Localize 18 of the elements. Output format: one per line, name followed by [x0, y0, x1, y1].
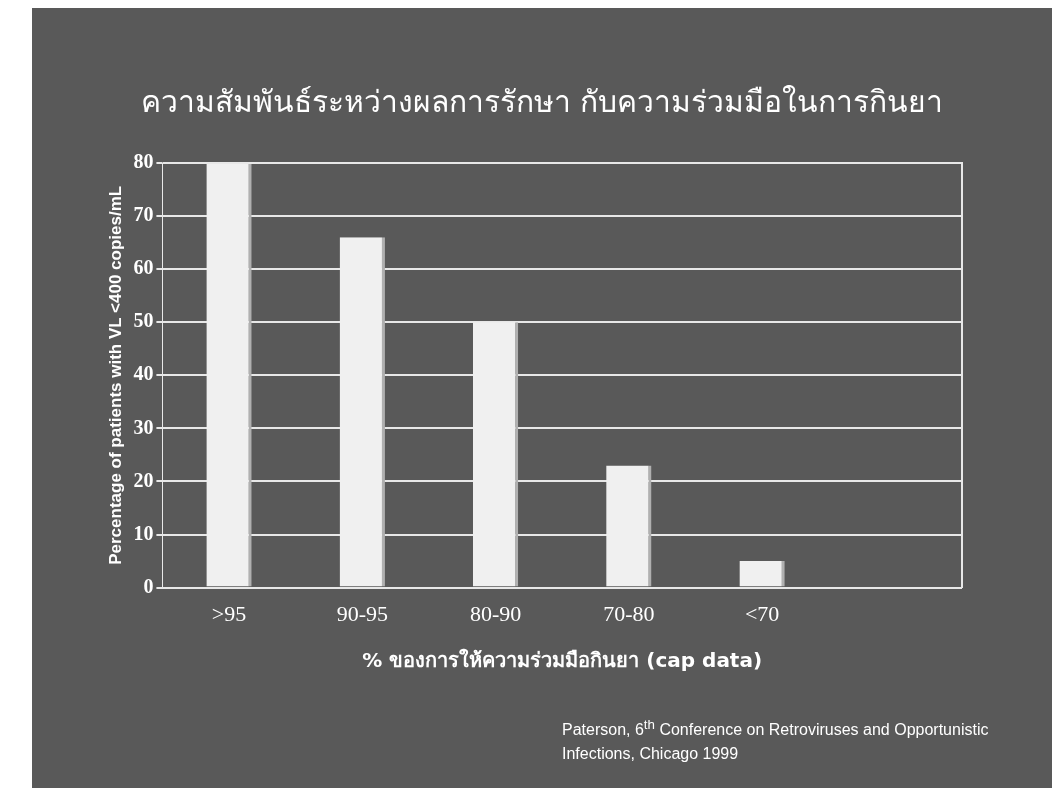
chart-title: ความสัมพันธ์ระหว่างผลการรักษา กับความร่วมมือในการกินยา [139, 83, 945, 121]
y-tick-label: 60 [133, 256, 154, 279]
y-tick-label: 0 [143, 574, 154, 597]
y-axis-title: Percentage of patients with VL <400 copies/mL [105, 185, 125, 565]
x-tick-label: 90-95 [336, 600, 388, 626]
x-tick-label: <70 [744, 600, 780, 626]
y-tick-label: 40 [133, 362, 154, 385]
y-tick-label: 30 [133, 415, 154, 438]
text: Paterson, 6$^{th}$ Conference on Retroviruses and Opportunistic Infections, Chicago 1999 [562, 716, 990, 765]
x-tick-label: 80-90 [469, 600, 522, 626]
y-tick-label: 20 [133, 468, 154, 491]
x-tick-label: >95 [211, 600, 247, 626]
y-tick-label: 70 [133, 203, 154, 226]
y-tick-label: 80 [133, 150, 154, 173]
x-axis-title: % ของการให้ความร่วมมือกินยา (cap data) [362, 648, 763, 673]
y-tick-label: 10 [133, 521, 154, 544]
y-tick-label: 50 [133, 309, 154, 332]
x-tick-label: 70-80 [603, 600, 655, 626]
